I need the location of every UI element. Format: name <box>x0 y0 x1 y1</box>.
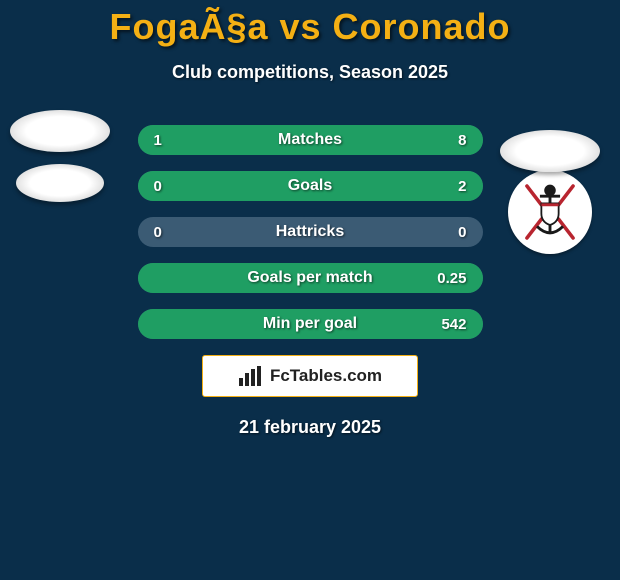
stat-row: 1Matches8 <box>138 125 483 155</box>
stat-right-value: 542 <box>441 316 466 333</box>
right-flag <box>500 130 600 172</box>
stat-label: Goals <box>138 177 483 195</box>
stat-right-value: 0 <box>458 224 466 241</box>
stat-right-value: 2 <box>458 178 466 195</box>
stat-right-value: 0.25 <box>437 270 466 287</box>
source-text: FcTables.com <box>270 366 382 386</box>
left-flag-bottom <box>16 164 104 202</box>
stat-row: 0Goals2 <box>138 171 483 201</box>
stat-right-value: 8 <box>458 132 466 149</box>
bars-icon <box>238 366 262 386</box>
corinthians-crest-icon <box>514 176 586 248</box>
left-flag-top <box>10 110 110 152</box>
page-subtitle: Club competitions, Season 2025 <box>0 62 620 83</box>
stat-row: Goals per match0.25 <box>138 263 483 293</box>
footer-date: 21 february 2025 <box>0 417 620 438</box>
right-player-badges <box>490 170 610 254</box>
stat-label: Hattricks <box>138 223 483 241</box>
stat-label: Goals per match <box>138 269 483 287</box>
stat-row: 0Hattricks0 <box>138 217 483 247</box>
page-title: FogaÃ§a vs Coronado <box>0 0 620 48</box>
stat-label: Min per goal <box>138 315 483 333</box>
source-badge: FcTables.com <box>202 355 418 397</box>
left-player-badges <box>0 110 120 202</box>
club-badge-corinthians <box>508 170 592 254</box>
stat-row: Min per goal542 <box>138 309 483 339</box>
stats-table: 1Matches80Goals20Hattricks0Goals per mat… <box>138 125 483 339</box>
stat-label: Matches <box>138 131 483 149</box>
